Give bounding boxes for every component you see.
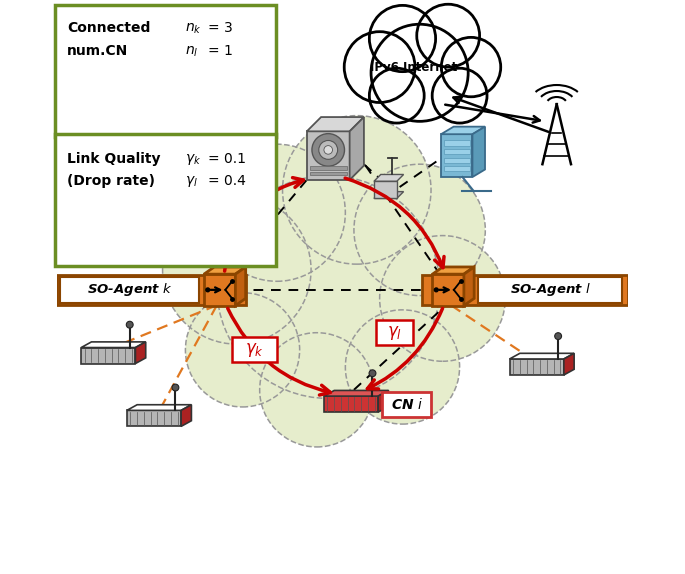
Polygon shape [464, 267, 474, 305]
FancyBboxPatch shape [444, 141, 470, 146]
FancyBboxPatch shape [310, 166, 347, 169]
Circle shape [126, 321, 133, 328]
Circle shape [345, 310, 460, 424]
Circle shape [369, 5, 436, 72]
FancyBboxPatch shape [310, 172, 347, 175]
FancyBboxPatch shape [478, 277, 623, 303]
Circle shape [260, 333, 374, 447]
FancyBboxPatch shape [432, 274, 464, 305]
Text: SO-Agent $k$: SO-Agent $k$ [87, 281, 173, 298]
FancyBboxPatch shape [232, 338, 277, 362]
FancyBboxPatch shape [57, 275, 246, 305]
Circle shape [324, 146, 332, 154]
Text: (Drop rate): (Drop rate) [67, 174, 155, 188]
FancyBboxPatch shape [55, 134, 275, 266]
Circle shape [186, 293, 299, 407]
Circle shape [162, 196, 311, 344]
Polygon shape [374, 174, 403, 181]
Polygon shape [349, 117, 364, 180]
Circle shape [369, 68, 424, 123]
Polygon shape [432, 267, 474, 274]
Polygon shape [510, 359, 564, 375]
Text: $n_k$: $n_k$ [186, 21, 202, 36]
Text: num.CN: num.CN [67, 44, 128, 58]
FancyBboxPatch shape [204, 274, 236, 305]
Polygon shape [374, 192, 403, 199]
Polygon shape [307, 117, 364, 131]
Polygon shape [378, 390, 388, 412]
Polygon shape [324, 396, 378, 412]
Text: Link Quality: Link Quality [67, 152, 161, 166]
FancyBboxPatch shape [441, 134, 473, 177]
Circle shape [379, 235, 506, 361]
Polygon shape [473, 127, 485, 177]
Polygon shape [204, 267, 246, 274]
Text: = 0.4: = 0.4 [208, 174, 246, 188]
FancyBboxPatch shape [422, 275, 628, 305]
Circle shape [206, 288, 210, 292]
Circle shape [441, 37, 501, 97]
FancyBboxPatch shape [374, 181, 397, 199]
Text: $\gamma_k$: $\gamma_k$ [245, 341, 264, 359]
Polygon shape [324, 390, 388, 396]
Circle shape [319, 141, 338, 160]
FancyBboxPatch shape [382, 391, 431, 417]
FancyBboxPatch shape [55, 5, 275, 137]
FancyBboxPatch shape [375, 320, 413, 346]
Circle shape [416, 4, 479, 67]
Text: Connected: Connected [67, 21, 151, 36]
Text: $n_l$: $n_l$ [186, 44, 199, 59]
Polygon shape [136, 342, 146, 363]
FancyBboxPatch shape [444, 149, 470, 154]
Circle shape [172, 384, 179, 391]
Circle shape [217, 176, 440, 398]
FancyBboxPatch shape [444, 158, 470, 163]
Polygon shape [127, 405, 191, 410]
Polygon shape [181, 405, 191, 426]
Text: = 1: = 1 [208, 44, 233, 58]
Text: $\gamma_l$: $\gamma_l$ [186, 174, 198, 189]
Polygon shape [236, 267, 246, 305]
Circle shape [345, 32, 415, 103]
Polygon shape [127, 410, 181, 426]
Circle shape [555, 333, 562, 340]
FancyBboxPatch shape [444, 166, 470, 171]
Circle shape [208, 144, 345, 281]
Text: SO-Agent $l$: SO-Agent $l$ [510, 281, 590, 298]
Circle shape [312, 134, 345, 166]
FancyBboxPatch shape [60, 277, 199, 303]
Polygon shape [564, 354, 574, 375]
Circle shape [434, 288, 438, 292]
Circle shape [432, 68, 487, 123]
Circle shape [371, 24, 468, 121]
Polygon shape [81, 342, 146, 347]
Text: = 3: = 3 [208, 21, 233, 36]
Circle shape [369, 370, 376, 377]
Text: IPv6 Internet: IPv6 Internet [371, 61, 458, 73]
Text: $\gamma_k$: $\gamma_k$ [186, 152, 201, 166]
Polygon shape [510, 354, 574, 359]
Polygon shape [307, 131, 349, 180]
Text: CN $i$: CN $i$ [390, 397, 423, 412]
Text: = 0.1: = 0.1 [208, 152, 247, 166]
Polygon shape [441, 127, 485, 134]
Polygon shape [81, 347, 136, 363]
Circle shape [354, 164, 485, 296]
Text: $\gamma_l$: $\gamma_l$ [387, 324, 402, 342]
Circle shape [282, 115, 431, 264]
